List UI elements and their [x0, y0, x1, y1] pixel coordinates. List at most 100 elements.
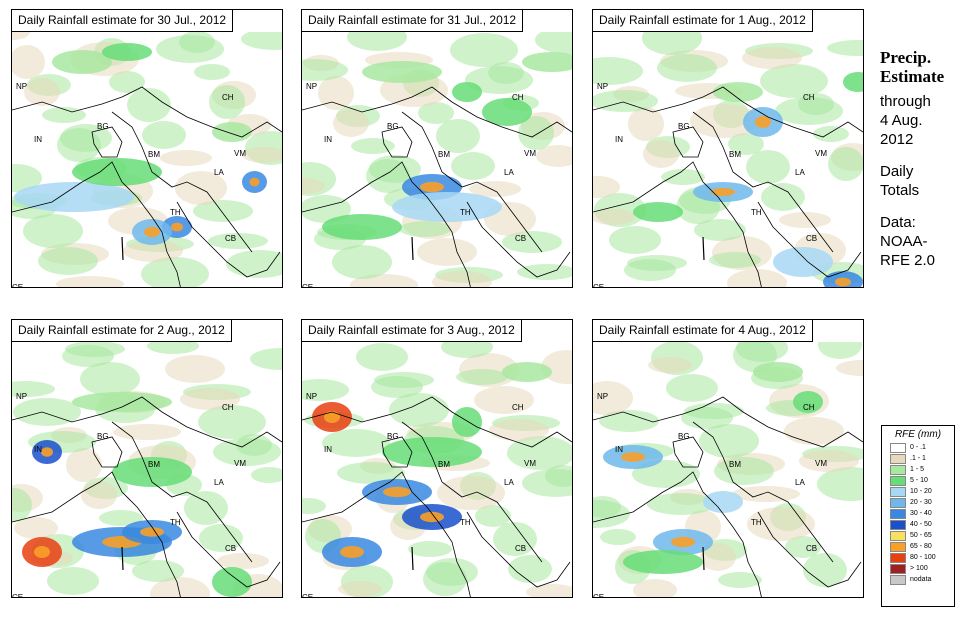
legend-label: .1 - 1	[910, 455, 926, 462]
country-label: NP	[597, 392, 608, 401]
legend-label: 80 - 100	[910, 554, 936, 561]
country-label: LA	[504, 478, 514, 487]
country-label: NP	[597, 82, 608, 91]
legend-swatch	[890, 453, 906, 464]
legend-swatch	[890, 552, 906, 563]
rainfall-map-svg: NP CH IN BG BM VM LA TH CB CE	[593, 342, 863, 597]
country-label: BG	[97, 432, 109, 441]
rainfall-panel-3-aug: Daily Rainfall estimate for 3 Aug., 2012…	[301, 319, 573, 598]
legend-swatch	[890, 519, 906, 530]
country-label: BM	[148, 150, 160, 159]
country-label: BM	[729, 150, 741, 159]
legend-item: 20 - 30	[890, 497, 954, 508]
legend-label: 50 - 65	[910, 532, 932, 539]
legend-item: .1 - 1	[890, 453, 954, 464]
legend-swatch	[890, 563, 906, 574]
country-label: CH	[803, 93, 815, 102]
legend-label: 0 - .1	[910, 444, 926, 451]
rainfall-panel-31-jul: Daily Rainfall estimate for 31 Jul., 201…	[301, 9, 573, 288]
country-label: CE	[593, 593, 604, 597]
country-label: CE	[302, 593, 313, 597]
country-label: CB	[225, 544, 236, 553]
country-label: BG	[97, 122, 109, 131]
legend-swatch	[890, 530, 906, 541]
panel-title: Daily Rainfall estimate for 1 Aug., 2012	[593, 10, 813, 32]
side-info: Precip. Estimate through 4 Aug. 2012 Dai…	[880, 48, 965, 270]
rainfall-map: NP CH IN BG BM VM LA TH CB CE	[593, 342, 863, 619]
country-label: CB	[806, 234, 817, 243]
legend-label: 20 - 30	[910, 499, 932, 506]
country-label: CH	[222, 93, 234, 102]
country-label: IN	[324, 135, 332, 144]
country-label: TH	[170, 208, 181, 217]
rainfall-panel-1-aug: Daily Rainfall estimate for 1 Aug., 2012…	[592, 9, 864, 288]
rainfall-map: NP CH IN BG BM VM LA TH CB CE	[12, 342, 282, 619]
country-label: NP	[16, 82, 27, 91]
legend-swatch	[890, 486, 906, 497]
country-label: BG	[678, 432, 690, 441]
country-label: LA	[214, 478, 224, 487]
country-label: LA	[504, 168, 514, 177]
country-label: CH	[803, 403, 815, 412]
legend-swatch	[890, 497, 906, 508]
country-label: BM	[438, 150, 450, 159]
country-label: BM	[729, 460, 741, 469]
country-label: TH	[170, 518, 181, 527]
legend-label: 1 - 5	[910, 466, 925, 473]
country-label: CE	[302, 283, 313, 287]
side-title-line1: Precip.	[880, 48, 932, 67]
country-label: CB	[225, 234, 236, 243]
country-label: TH	[751, 208, 762, 217]
country-label: VM	[815, 149, 827, 158]
country-label: TH	[460, 208, 471, 217]
side-title-line2: Estimate	[880, 67, 945, 86]
country-label: VM	[234, 149, 246, 158]
rainfall-map-svg: NP CH IN BG BM VM LA TH CB CE	[593, 32, 863, 287]
country-label: VM	[524, 459, 536, 468]
legend-swatch	[890, 508, 906, 519]
country-label: VM	[524, 149, 536, 158]
rainfall-map: NP CH IN BG BM VM LA TH CB CE	[12, 32, 282, 309]
panel-title: Daily Rainfall estimate for 4 Aug., 2012	[593, 320, 813, 342]
data-line1: Data:	[880, 214, 916, 231]
country-label: IN	[34, 135, 42, 144]
rainfall-map-svg: NP CH IN BG BM VM LA TH CB CE	[12, 32, 282, 287]
legend-item: 0 - .1	[890, 442, 954, 453]
legend-swatch	[890, 475, 906, 486]
legend-item: > 100	[890, 563, 954, 574]
country-label: IN	[324, 445, 332, 454]
country-label: IN	[615, 445, 623, 454]
country-label: NP	[306, 82, 317, 91]
rainfall-panel-4-aug: Daily Rainfall estimate for 4 Aug., 2012…	[592, 319, 864, 598]
legend-label: 10 - 20	[910, 488, 932, 495]
rfe-legend: RFE (mm) 0 - .1 .1 - 1 1 - 5 5 - 10 10 - 20 2…	[881, 425, 955, 607]
country-label: BM	[148, 460, 160, 469]
rainfall-map-svg: NP CH IN BG BM VM LA TH CB CE	[302, 342, 572, 597]
legend-label: 40 - 50	[910, 521, 932, 528]
legend-item: 30 - 40	[890, 508, 954, 519]
country-label: NP	[306, 392, 317, 401]
country-label: VM	[234, 459, 246, 468]
rainfall-map-svg: NP CH IN BG BM VM LA TH CB CE	[302, 32, 572, 287]
legend-swatch	[890, 464, 906, 475]
legend-label: 65 - 80	[910, 543, 932, 550]
country-label: BG	[678, 122, 690, 131]
country-label: TH	[460, 518, 471, 527]
country-label: NP	[16, 392, 27, 401]
country-label: LA	[795, 478, 805, 487]
country-label: BM	[438, 460, 450, 469]
legend-item: 80 - 100	[890, 552, 954, 563]
country-label: IN	[34, 445, 42, 454]
legend-label: nodata	[910, 576, 932, 583]
country-label: LA	[214, 168, 224, 177]
legend-title: RFE (mm)	[894, 429, 942, 440]
rainfall-map: NP CH IN BG BM VM LA TH CB CE	[593, 32, 863, 309]
country-label: CH	[512, 403, 524, 412]
country-label: CB	[515, 234, 526, 243]
daily-line1: Daily	[880, 163, 914, 180]
legend-item: 50 - 65	[890, 530, 954, 541]
panel-title: Daily Rainfall estimate for 31 Jul., 201…	[302, 10, 524, 32]
country-label: CE	[12, 283, 23, 287]
country-label: IN	[615, 135, 623, 144]
rainfall-panel-30-jul: Daily Rainfall estimate for 30 Jul., 201…	[11, 9, 283, 288]
